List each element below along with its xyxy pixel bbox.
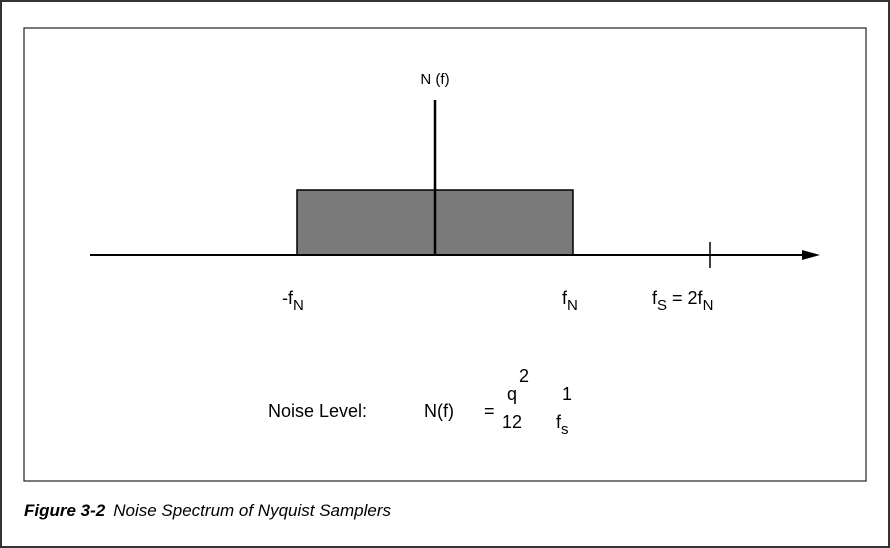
formula-lhs: N(f) [424,401,454,421]
label-main: -f [282,288,294,308]
formula-denominator: fs [556,412,569,438]
axis-arrow [802,250,820,260]
formula-equals: = [484,401,495,421]
label-sub: S [657,297,667,314]
formula-numerator: 1 [562,384,572,404]
formula-label: Noise Level: [268,401,367,421]
x-label: -fN [282,288,304,314]
figure-frame [23,27,867,482]
label-main: f [562,288,568,308]
formula-numerator: q [507,384,517,404]
x-label: fN [562,288,578,314]
label-sub: N [567,297,578,314]
denominator-sub: s [561,421,569,438]
label-rest: = 2f [667,288,704,308]
formula-denominator: 12 [502,412,522,432]
caption-text: Noise Spectrum of Nyquist Samplers [113,501,391,520]
denominator-main: f [556,412,562,432]
x-label: fS = 2fN [652,288,713,314]
label-main: f [652,288,658,308]
label-sub: N [293,297,304,314]
caption: Figure 3-2 Noise Spectrum of Nyquist Samp… [24,501,392,520]
axis-label: N (f) [420,71,449,88]
formula-exponent: 2 [519,366,529,386]
label-sub: N [703,297,714,314]
caption-number: Figure 3-2 [24,501,106,520]
